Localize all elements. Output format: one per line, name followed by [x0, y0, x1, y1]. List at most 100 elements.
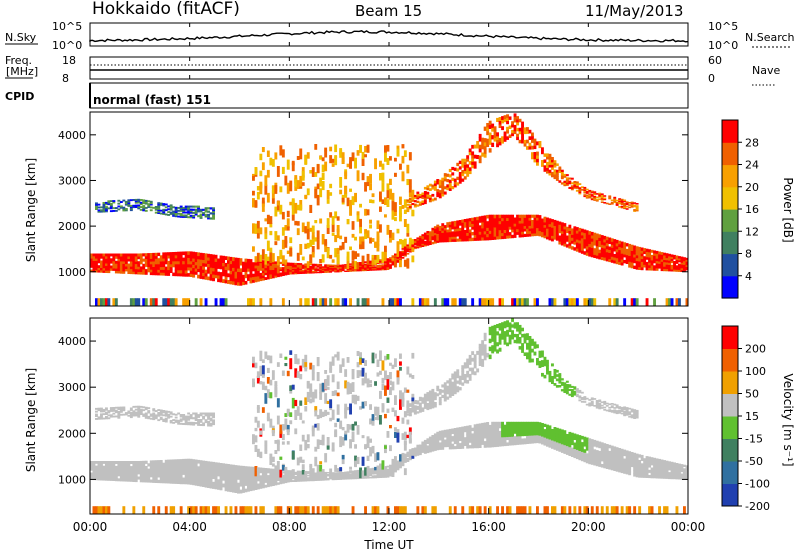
range-cell: [593, 235, 597, 240]
range-cell: [608, 246, 612, 250]
range-cell: [565, 182, 569, 185]
range-cell: [369, 260, 372, 263]
range-cell: [124, 461, 128, 464]
range-cell: [169, 204, 173, 207]
range-cell: [137, 263, 141, 267]
range-cell: [124, 202, 128, 205]
range-cell: [391, 260, 395, 263]
range-cell: [486, 233, 490, 238]
range-cell: [227, 464, 230, 468]
range-cell: [259, 275, 263, 279]
range-cell: [418, 235, 422, 238]
range-cell: [249, 268, 253, 272]
range-cell: [508, 226, 512, 230]
range-cell: [361, 298, 365, 306]
range-cell: [207, 506, 210, 514]
range-cell: [316, 271, 320, 274]
range-cell: [152, 261, 156, 265]
range-cell: [174, 206, 178, 209]
range-cell: [204, 420, 208, 424]
range-cell: [456, 176, 460, 180]
range-cell: [256, 267, 260, 271]
range-cell: [346, 357, 350, 363]
range-cell: [184, 208, 188, 211]
range-cell: [319, 267, 323, 269]
range-cell: [553, 298, 557, 306]
range-cell: [446, 439, 450, 443]
range-cell: [595, 248, 599, 253]
range-cell: [169, 420, 173, 422]
range-cell: [109, 253, 113, 257]
range-cell: [132, 261, 136, 265]
range-cell: [291, 272, 295, 275]
range-cell: [331, 506, 335, 514]
range-cell: [132, 468, 136, 472]
range-cell: [137, 253, 141, 257]
range-cell: [129, 416, 133, 419]
range-cell: [618, 258, 622, 262]
range-cell: [197, 258, 200, 263]
range-cell: [461, 222, 465, 226]
range-cell: [613, 248, 617, 252]
range-cell: [580, 247, 584, 251]
range-cell: [565, 174, 569, 177]
range-cell: [306, 479, 310, 482]
range-cell: [159, 416, 163, 419]
range-cell: [142, 205, 146, 207]
range-cell: [473, 234, 477, 238]
range-cell: [244, 488, 248, 493]
range-cell: [344, 266, 348, 269]
range-cell: [207, 257, 210, 261]
range-cell: [229, 277, 233, 281]
range-cell: [314, 188, 318, 199]
range-cell: [426, 232, 430, 236]
range-cell: [341, 477, 345, 479]
range-cell: [418, 408, 422, 411]
range-cell: [197, 414, 200, 417]
range-cell: [95, 475, 98, 478]
range-cell: [281, 479, 285, 482]
range-cell: [446, 179, 450, 183]
range-cell: [339, 436, 343, 448]
range-cell: [252, 246, 255, 252]
range-cell: [331, 374, 335, 383]
range-cell: [339, 472, 343, 474]
range-cell: [650, 267, 654, 271]
range-cell: [95, 202, 98, 205]
range-cell: [588, 243, 592, 248]
range-cell: [259, 227, 263, 235]
range-cell: [122, 409, 126, 412]
colorbar-tick-label: 4: [745, 270, 752, 283]
range-cell: [448, 226, 452, 230]
range-cell: [481, 237, 485, 241]
range-cell: [90, 465, 93, 469]
range-cell: [117, 470, 121, 474]
range-cell: [212, 212, 215, 215]
range-cell: [456, 220, 460, 224]
range-cell: [416, 444, 420, 447]
range-cell: [137, 271, 141, 275]
range-cell: [354, 475, 357, 478]
range-cell: [127, 410, 131, 413]
range-cell: [354, 251, 357, 260]
range-cell: [578, 240, 582, 244]
range-cell: [428, 406, 432, 410]
range-cell: [326, 270, 330, 272]
range-cell: [463, 158, 467, 163]
range-cell: [354, 394, 357, 402]
range-cell: [169, 207, 173, 210]
range-cell: [555, 163, 559, 166]
range-cell: [401, 251, 405, 254]
range-cell: [172, 254, 176, 259]
range-cell: [112, 415, 116, 418]
range-cell: [408, 186, 412, 193]
range-cell: [117, 406, 121, 409]
range-cell: [169, 255, 173, 259]
range-cell: [299, 267, 303, 269]
range-cell: [443, 229, 447, 233]
range-cell: [299, 456, 303, 463]
range-cell: [421, 399, 425, 402]
range-cell: [209, 217, 213, 220]
range-cell: [408, 449, 412, 461]
range-cell: [197, 207, 200, 210]
